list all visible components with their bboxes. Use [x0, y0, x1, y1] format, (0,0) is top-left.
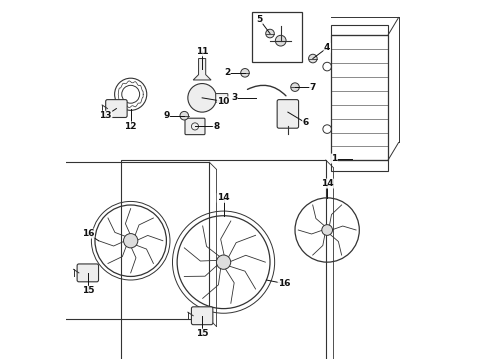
Text: 15: 15: [81, 286, 94, 295]
Circle shape: [266, 29, 274, 38]
Circle shape: [275, 35, 286, 46]
Circle shape: [291, 83, 299, 91]
Text: 1: 1: [331, 154, 338, 163]
Text: 16: 16: [278, 279, 291, 288]
Text: 14: 14: [217, 193, 230, 202]
Circle shape: [322, 225, 333, 235]
Text: 15: 15: [196, 329, 208, 338]
Circle shape: [241, 68, 249, 77]
Text: 7: 7: [310, 83, 316, 92]
Bar: [331, 160, 388, 171]
FancyBboxPatch shape: [192, 307, 213, 325]
Text: 10: 10: [218, 97, 230, 106]
Text: 12: 12: [124, 122, 137, 131]
Text: 14: 14: [321, 179, 334, 188]
Text: 11: 11: [196, 47, 208, 56]
Circle shape: [188, 84, 217, 112]
Circle shape: [180, 111, 189, 120]
Circle shape: [309, 54, 317, 63]
FancyBboxPatch shape: [277, 100, 298, 128]
Circle shape: [123, 234, 138, 248]
Bar: [252, 12, 302, 62]
FancyBboxPatch shape: [216, 94, 228, 102]
Text: 16: 16: [81, 229, 94, 238]
Text: 13: 13: [99, 111, 112, 120]
FancyBboxPatch shape: [77, 264, 98, 282]
FancyBboxPatch shape: [185, 118, 205, 135]
Text: 6: 6: [303, 118, 309, 127]
Bar: [331, 24, 388, 35]
Text: 5: 5: [256, 15, 263, 24]
Text: 4: 4: [324, 43, 330, 52]
Polygon shape: [193, 59, 211, 80]
Text: 8: 8: [213, 122, 220, 131]
Text: 9: 9: [163, 111, 170, 120]
Circle shape: [217, 255, 231, 269]
Text: 2: 2: [224, 68, 230, 77]
FancyBboxPatch shape: [106, 100, 127, 117]
Text: 3: 3: [231, 93, 238, 102]
